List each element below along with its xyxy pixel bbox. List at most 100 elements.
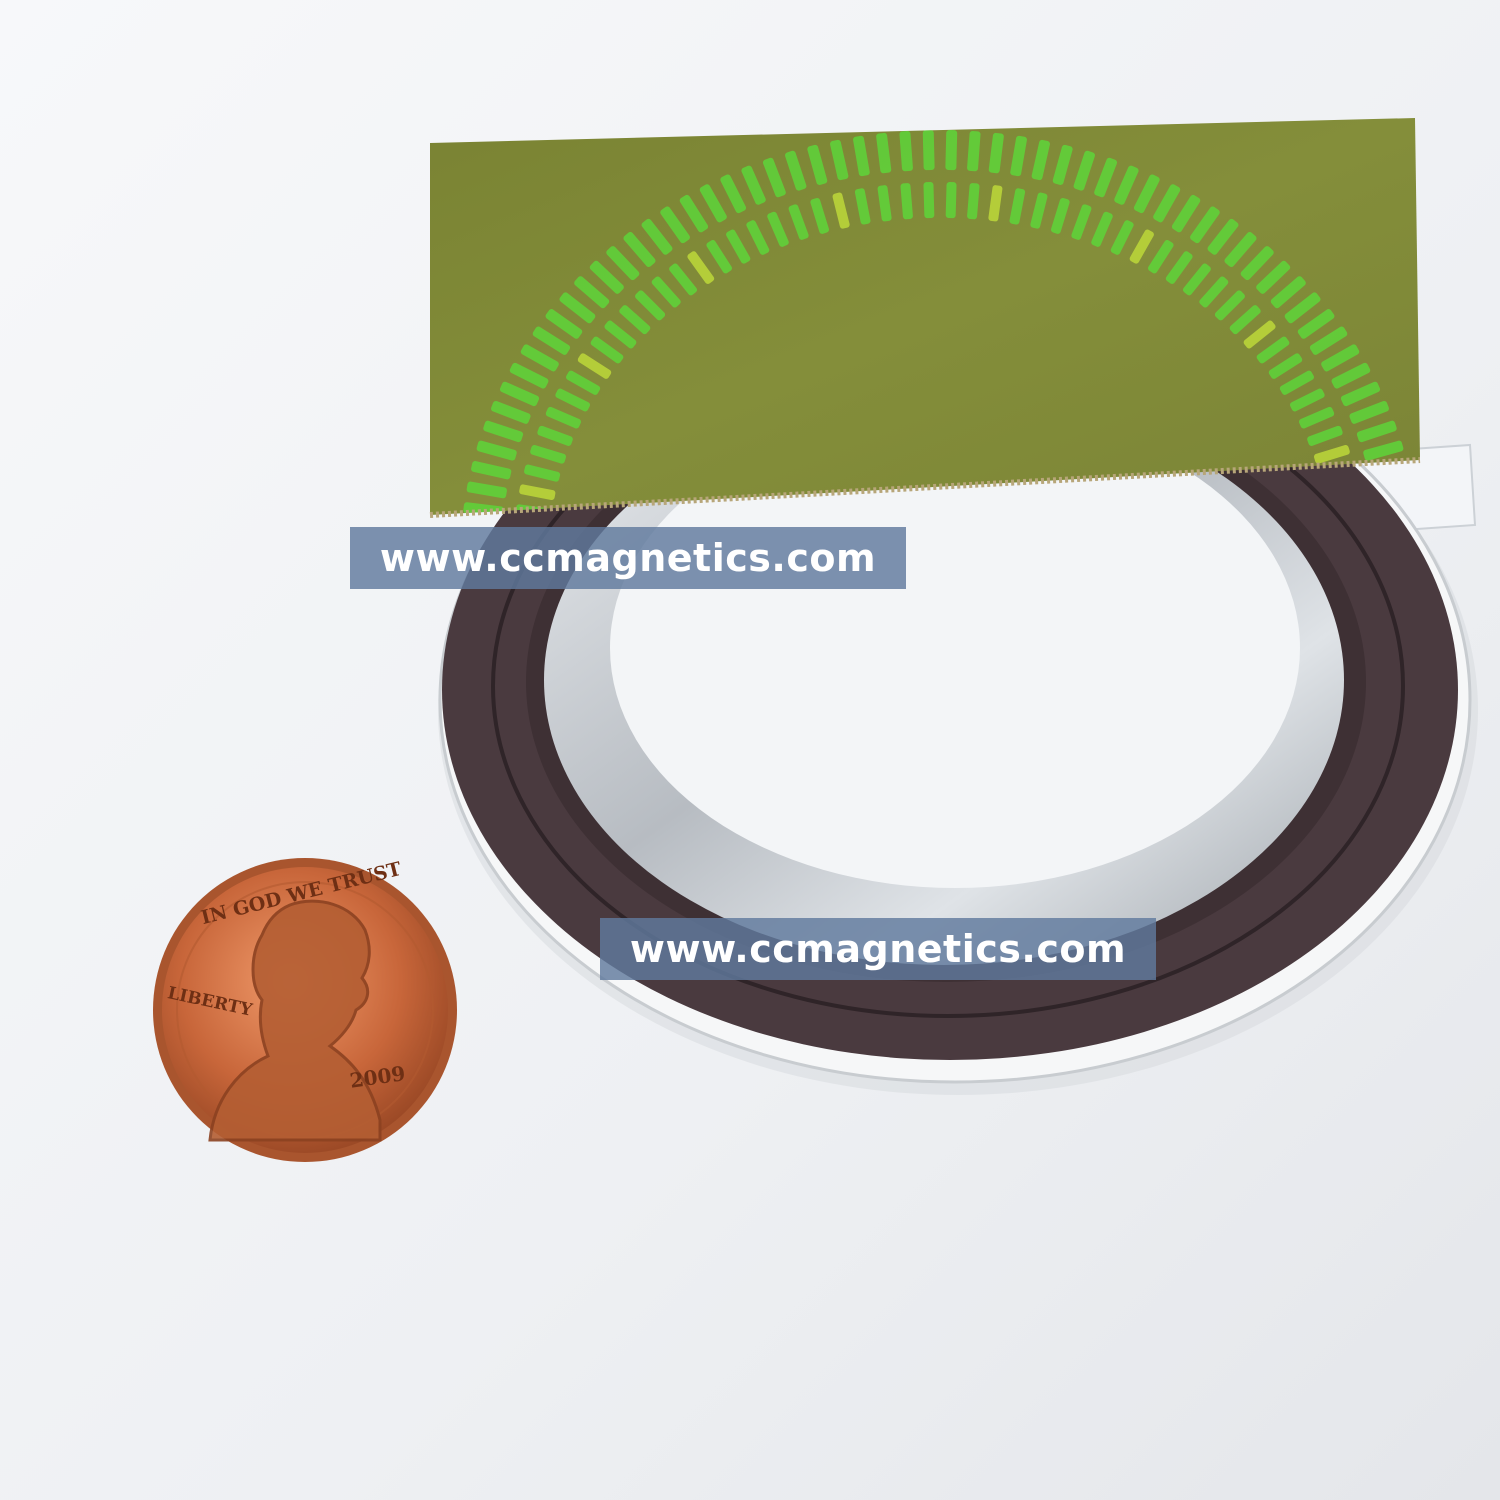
watermark-bottom: www.ccmagnetics.com xyxy=(600,918,1156,980)
magnetic-pole xyxy=(1030,192,1048,229)
magnetic-viewer-film xyxy=(429,118,1421,518)
magnetic-pole xyxy=(784,150,807,191)
magnetic-pole xyxy=(1207,218,1239,255)
magnetic-pole xyxy=(1182,263,1211,296)
magnetic-pole xyxy=(1148,239,1174,274)
magnetic-pole xyxy=(746,220,770,255)
magnetic-pole xyxy=(577,353,612,379)
magnetic-pole xyxy=(923,182,935,219)
magnetic-pole xyxy=(669,263,698,296)
magnetic-pole xyxy=(967,130,981,172)
magnetic-pole xyxy=(545,406,581,429)
magnetic-pole xyxy=(1256,260,1291,294)
magnetic-pole xyxy=(1133,174,1160,214)
magnetic-pole xyxy=(589,260,624,294)
magnetic-pole xyxy=(1321,344,1360,372)
magnetic-pole xyxy=(1052,144,1073,185)
magnetic-pole xyxy=(1313,444,1350,464)
magnetic-pole xyxy=(832,192,850,229)
magnetic-pole xyxy=(1309,326,1348,355)
magnetic-pole xyxy=(524,464,561,482)
magnetic-pole xyxy=(853,135,870,177)
magnetic-pole xyxy=(1279,370,1314,395)
magnetic-pole xyxy=(555,388,591,412)
magnetic-pole xyxy=(877,185,892,222)
magnetic-pole xyxy=(1340,381,1381,407)
magnetic-pole xyxy=(491,400,531,424)
magnetic-pole xyxy=(1307,425,1343,446)
magnetic-pole xyxy=(1224,231,1257,268)
magnetic-pole xyxy=(876,132,892,174)
magnetic-pole xyxy=(687,251,715,284)
watermark-top: www.ccmagnetics.com xyxy=(350,527,906,589)
magnetic-pole xyxy=(767,211,789,247)
magnetic-pole xyxy=(1214,290,1245,321)
magnetic-pole xyxy=(988,185,1003,222)
magnetic-pole xyxy=(530,444,567,464)
magnetic-pole xyxy=(1270,276,1306,309)
magnetic-pole xyxy=(706,239,732,274)
magnetic-pole xyxy=(1129,229,1154,264)
magnetic-pole xyxy=(988,132,1004,174)
magnetic-pole xyxy=(559,292,596,324)
magnetic-pole xyxy=(532,326,571,355)
magnetic-pole xyxy=(854,188,871,225)
magnetic-pole xyxy=(720,174,747,214)
magnetic-pole xyxy=(830,139,849,181)
magnetic-pole xyxy=(1050,197,1070,234)
magnetic-pole xyxy=(641,218,673,255)
magnetic-pole xyxy=(574,276,610,309)
magnetic-pole xyxy=(499,381,540,407)
magnetic-pole xyxy=(519,484,556,501)
magnetic-pole xyxy=(810,197,830,234)
magnetic-pole xyxy=(660,206,690,244)
magnetic-pole xyxy=(635,290,666,321)
magnetic-pole xyxy=(1190,206,1220,244)
magnetic-pole xyxy=(483,420,524,443)
magnetic-pole xyxy=(604,320,637,349)
magnetic-pole xyxy=(726,229,751,264)
magnetic-pole xyxy=(900,183,913,220)
magnetic-pole xyxy=(807,144,828,185)
magnetic-pole xyxy=(590,336,624,364)
magnetic-pole xyxy=(520,344,559,372)
magnetic-pole xyxy=(1071,204,1092,240)
magnetic-pole xyxy=(466,481,507,499)
penny-coin: IN GOD WE TRUST LIBERTY 2009 xyxy=(153,858,457,1162)
magnetic-pole xyxy=(1240,246,1274,281)
magnetic-pole xyxy=(1299,406,1335,429)
magnetic-pole xyxy=(679,194,709,233)
magnetic-pole xyxy=(762,157,786,198)
magnetic-pole xyxy=(899,130,913,172)
magnetic-pole xyxy=(566,370,601,395)
magnetic-pole xyxy=(1110,220,1134,255)
magnetic-pole xyxy=(699,184,727,223)
magnetic-pole xyxy=(619,305,651,335)
magnetic-pole xyxy=(1256,336,1290,364)
magnetic-pole xyxy=(741,165,766,205)
magnetic-pole xyxy=(1284,292,1321,324)
magnetic-pole xyxy=(476,440,517,461)
magnetic-pole xyxy=(1199,276,1229,308)
magnetic-pole xyxy=(945,182,957,219)
magnetic-pole xyxy=(1229,305,1261,335)
magnetic-pole xyxy=(945,130,958,171)
magnetic-pole xyxy=(1297,309,1335,339)
magnetic-pole xyxy=(1010,135,1027,177)
magnetic-pole xyxy=(1091,211,1113,247)
magnetic-pole xyxy=(1153,184,1181,223)
magnetic-pole xyxy=(1171,194,1201,233)
pole-pattern xyxy=(463,130,1417,515)
magnetic-pole xyxy=(1094,157,1118,198)
magnetic-pole xyxy=(1349,400,1389,424)
magnetic-pole xyxy=(1356,420,1397,443)
magnetic-pole xyxy=(1331,362,1371,389)
magnetic-pole xyxy=(651,276,681,308)
magnetic-pole xyxy=(1268,353,1303,379)
magnetic-pole xyxy=(1165,251,1193,284)
magnetic-pole xyxy=(967,183,980,220)
magnetic-pole xyxy=(537,425,573,446)
magnetic-pole xyxy=(623,231,656,268)
lincoln-portrait xyxy=(208,899,382,1142)
